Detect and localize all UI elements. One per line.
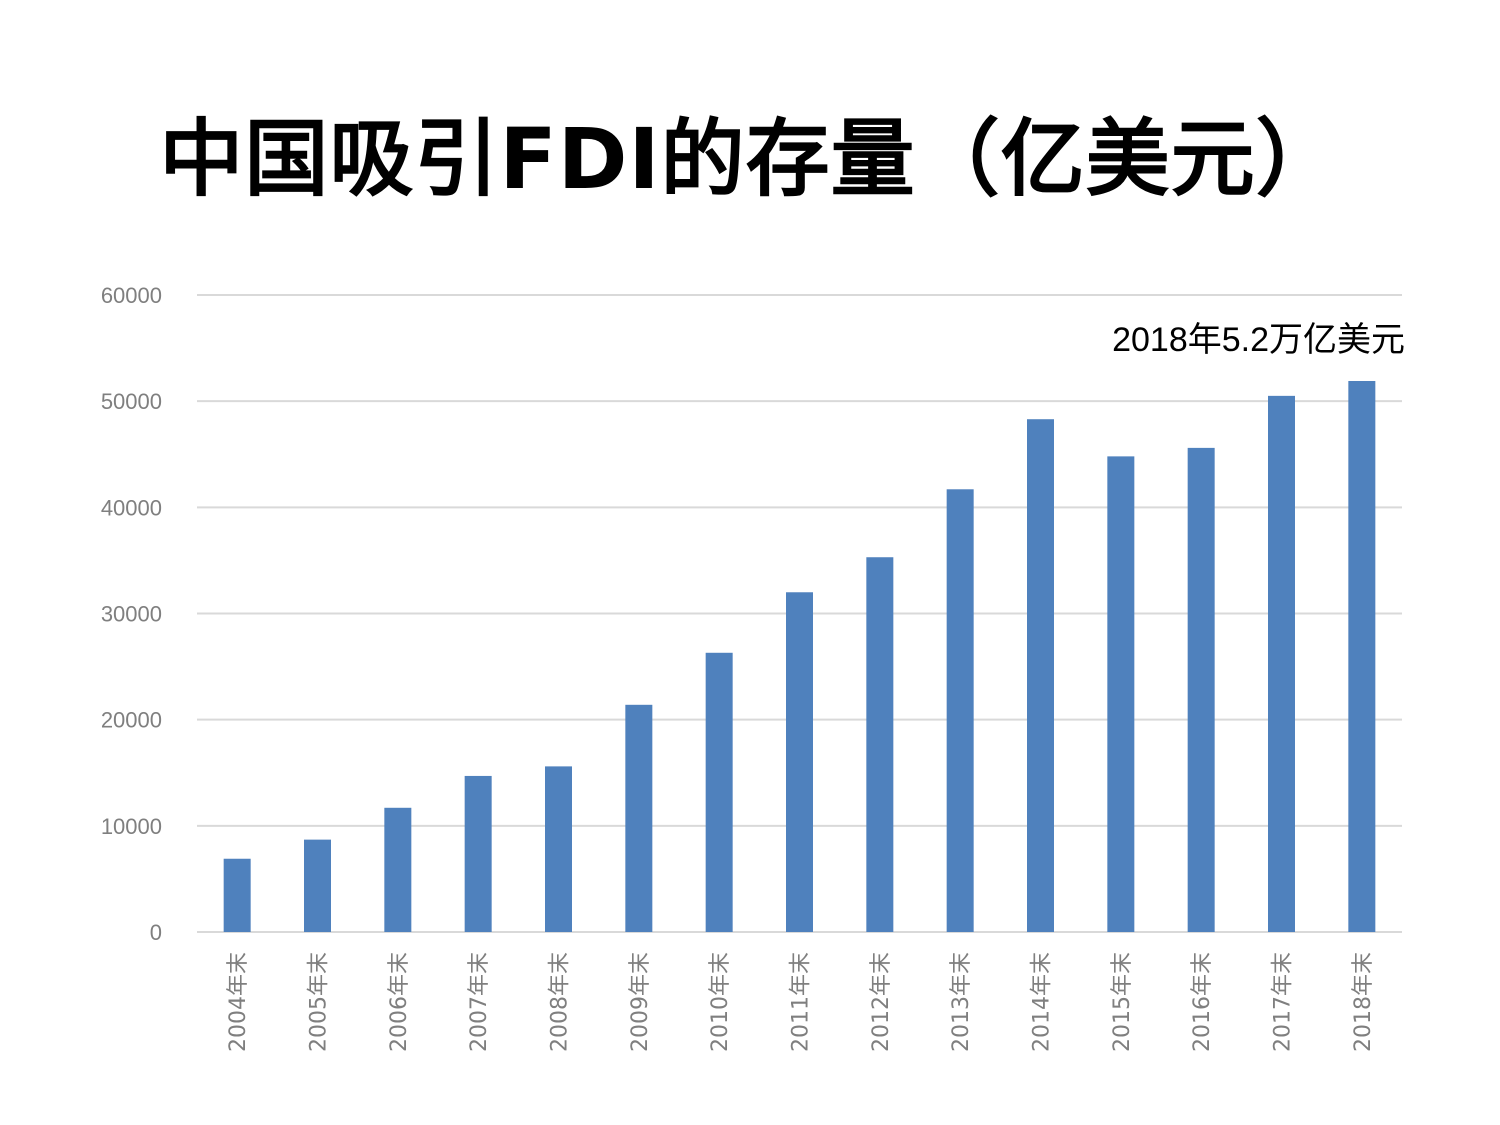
- x-tick-label: 2015年末: [1110, 952, 1135, 1052]
- y-tick-label: 40000: [101, 495, 162, 520]
- x-tick-label: 2016年末: [1190, 952, 1215, 1052]
- y-tick-label: 20000: [101, 708, 162, 733]
- bar-14: [1348, 380, 1376, 932]
- bar-1: [304, 839, 331, 932]
- bar-13: [1268, 395, 1295, 932]
- bar-8: [866, 557, 894, 932]
- x-tick-label: 2006年末: [387, 952, 412, 1052]
- y-tick-label: 0: [150, 920, 162, 945]
- y-tick-label: 10000: [101, 814, 162, 839]
- bar-5: [625, 704, 653, 932]
- bar-4: [545, 766, 572, 932]
- x-tick-label: 2014年末: [1030, 952, 1055, 1052]
- x-tick-label: 2011年末: [789, 952, 814, 1052]
- x-axis-ticks: 2004年末 2005年末 2006年末 2007年末 2008年末 2009年末 2010…: [226, 952, 1376, 1052]
- bar-7: [786, 592, 813, 932]
- bar-11: [1107, 456, 1135, 932]
- bars: [223, 380, 1376, 933]
- x-tick-label: 2004年末: [226, 952, 251, 1052]
- x-tick-label: 2009年末: [628, 952, 653, 1052]
- bar-10: [1027, 419, 1054, 933]
- y-tick-label: 30000: [101, 602, 162, 627]
- bar-9: [946, 489, 974, 932]
- annotation-2018: 2018年5.2万亿美元: [1112, 321, 1405, 359]
- x-tick-label: 2010年末: [708, 952, 733, 1052]
- bar-3: [464, 775, 492, 932]
- bar-2: [384, 807, 412, 932]
- x-tick-label: 2007年末: [467, 952, 492, 1052]
- y-tick-label: 60000: [101, 283, 162, 308]
- y-axis-ticks: 0 10000 20000 30000 40000 50000 60000: [101, 283, 162, 945]
- x-tick-label: 2008年末: [548, 952, 573, 1052]
- bar-6: [705, 652, 733, 932]
- bar-12: [1187, 447, 1215, 932]
- x-tick-label: 2018年末: [1351, 952, 1376, 1052]
- chart-title: 中国吸引FDI的存量（亿美元）: [159, 110, 1341, 208]
- x-tick-label: 2013年末: [949, 952, 974, 1052]
- y-tick-label: 50000: [101, 389, 162, 414]
- x-tick-label: 2012年末: [869, 952, 894, 1052]
- x-tick-label: 2005年末: [307, 952, 332, 1052]
- x-tick-label: 2017年末: [1271, 952, 1296, 1052]
- bar-0: [223, 858, 251, 932]
